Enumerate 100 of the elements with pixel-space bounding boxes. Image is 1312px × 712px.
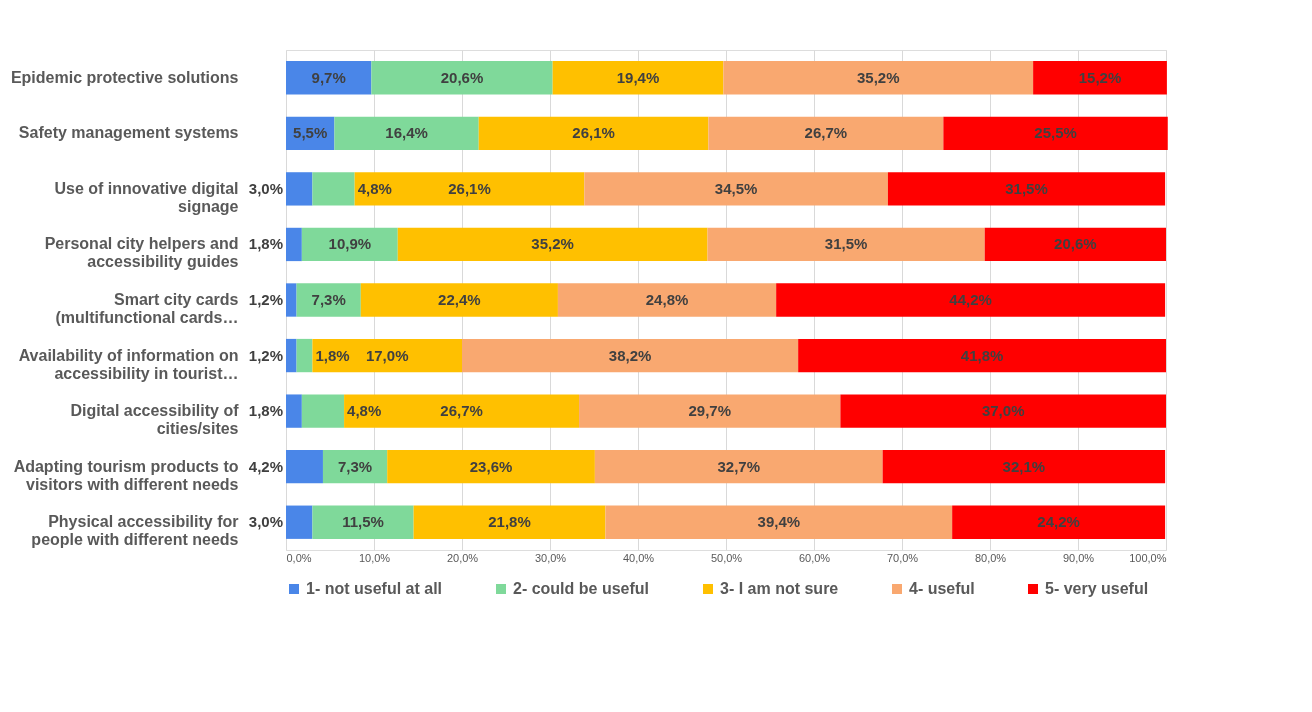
data-label: 22,4% bbox=[438, 291, 481, 308]
bar bbox=[286, 450, 323, 484]
bar bbox=[882, 450, 1166, 484]
data-label: 39,4% bbox=[757, 513, 801, 531]
data-label: 41,8% bbox=[960, 346, 1004, 364]
data-label: 9,7% bbox=[311, 68, 346, 86]
bar bbox=[354, 172, 585, 206]
bar bbox=[723, 61, 1034, 95]
bar bbox=[301, 227, 398, 262]
data-label: 4,2% bbox=[248, 457, 283, 475]
x-tick-label: 60,0% bbox=[798, 551, 831, 564]
data-label: 1,2% bbox=[248, 291, 283, 308]
bar bbox=[707, 227, 985, 262]
data-label: 5,5% bbox=[293, 124, 328, 142]
bar bbox=[334, 116, 479, 150]
data-label: 37,0% bbox=[981, 402, 1025, 420]
bar bbox=[605, 505, 953, 539]
x-tick-label: 30,0% bbox=[534, 551, 567, 564]
bar bbox=[943, 116, 1168, 150]
data-label: 24,8% bbox=[645, 291, 689, 308]
bar bbox=[286, 172, 313, 206]
data-label: 3,0% bbox=[248, 513, 283, 531]
data-label: 1,8% bbox=[248, 402, 283, 420]
data-label: 21,8% bbox=[488, 513, 531, 531]
data-label: 34,5% bbox=[714, 179, 758, 197]
bar bbox=[397, 227, 708, 262]
bar bbox=[296, 338, 313, 373]
y-tick-label: Epidemic protective solutions bbox=[10, 68, 239, 86]
bar bbox=[1033, 61, 1167, 95]
data-label: 23,6% bbox=[469, 457, 513, 475]
data-label: 25,5% bbox=[1034, 124, 1077, 142]
data-label: 32,1% bbox=[1002, 457, 1046, 475]
bar bbox=[344, 394, 580, 428]
y-tick-label: Smart city cards (multifunctional cards… bbox=[55, 291, 239, 326]
bar bbox=[557, 283, 777, 317]
x-tick-label: 70,0% bbox=[886, 551, 919, 564]
y-tick-label: Physical accessibility for people with different needs bbox=[31, 513, 239, 549]
bar bbox=[478, 116, 709, 150]
data-label: 26,7% bbox=[804, 124, 848, 142]
bar bbox=[360, 283, 558, 317]
bar bbox=[952, 505, 1166, 539]
bar bbox=[552, 61, 724, 95]
bar bbox=[286, 283, 297, 317]
bar bbox=[286, 61, 372, 95]
bar bbox=[413, 505, 606, 539]
bar bbox=[296, 283, 361, 317]
x-tick-label: 10,0% bbox=[358, 551, 391, 564]
x-tick-label: 90,0% bbox=[1062, 551, 1095, 564]
data-label: 20,6% bbox=[1054, 235, 1097, 253]
bar bbox=[312, 505, 414, 539]
legend-label: 2- could be useful bbox=[513, 580, 650, 597]
data-label: 7,3% bbox=[337, 457, 373, 475]
data-label: 31,5% bbox=[824, 235, 868, 253]
bar bbox=[286, 394, 302, 428]
data-label: 31,5% bbox=[1005, 179, 1048, 197]
y-tick-label: Use of innovative digital signage bbox=[54, 179, 239, 215]
data-label: 1,8% bbox=[248, 235, 283, 253]
bar bbox=[887, 172, 1166, 206]
data-label: 16,4% bbox=[385, 124, 428, 142]
data-label: 15,2% bbox=[1078, 68, 1122, 86]
bar bbox=[371, 61, 553, 95]
bar bbox=[776, 283, 1166, 317]
data-label: 19,4% bbox=[616, 68, 660, 86]
bar bbox=[798, 338, 1166, 373]
data-label: 35,2% bbox=[531, 235, 574, 253]
data-label: 26,7% bbox=[440, 402, 483, 420]
data-label: 1,2% bbox=[248, 346, 283, 364]
data-label: 26,1% bbox=[572, 124, 615, 142]
y-tick-label: Digital accessibility of cities/sites bbox=[70, 402, 240, 438]
data-label: 4,8% bbox=[347, 402, 382, 420]
data-label: 26,1% bbox=[448, 179, 491, 197]
bar bbox=[594, 450, 883, 484]
bar bbox=[584, 172, 888, 206]
data-label: 35,2% bbox=[856, 68, 900, 86]
data-label: 24,2% bbox=[1037, 513, 1080, 531]
data-label: 11,5% bbox=[342, 513, 384, 531]
legend-label: 5- very useful bbox=[1045, 580, 1149, 597]
y-tick-label: Availability of information on accessibility in tourist… bbox=[18, 346, 239, 382]
legend-label: 3- I am not sure bbox=[720, 580, 839, 597]
x-tick-label: 40,0% bbox=[622, 551, 655, 564]
bar bbox=[286, 338, 297, 373]
x-tick-label: 50,0% bbox=[710, 551, 743, 564]
bar bbox=[579, 394, 841, 428]
data-label: 10,9% bbox=[328, 235, 372, 253]
bar bbox=[387, 450, 595, 484]
x-tick-label: 80,0% bbox=[974, 551, 1007, 564]
bar bbox=[286, 505, 313, 539]
bar bbox=[301, 394, 345, 428]
x-tick-label: 0,0% bbox=[286, 551, 312, 564]
y-tick-label: Personal city helpers and accessibility guides bbox=[44, 235, 239, 271]
bar bbox=[840, 394, 1166, 428]
bar bbox=[286, 227, 302, 262]
data-label: 3,0% bbox=[248, 179, 283, 197]
data-label: 7,3% bbox=[311, 291, 346, 308]
data-label: 44,2% bbox=[949, 291, 992, 308]
bar bbox=[462, 338, 799, 373]
data-label: 17,0% bbox=[365, 346, 409, 364]
x-tick-label: 20,0% bbox=[446, 551, 479, 564]
legend-label: 4- useful bbox=[909, 580, 975, 597]
data-label: 32,7% bbox=[717, 457, 761, 475]
